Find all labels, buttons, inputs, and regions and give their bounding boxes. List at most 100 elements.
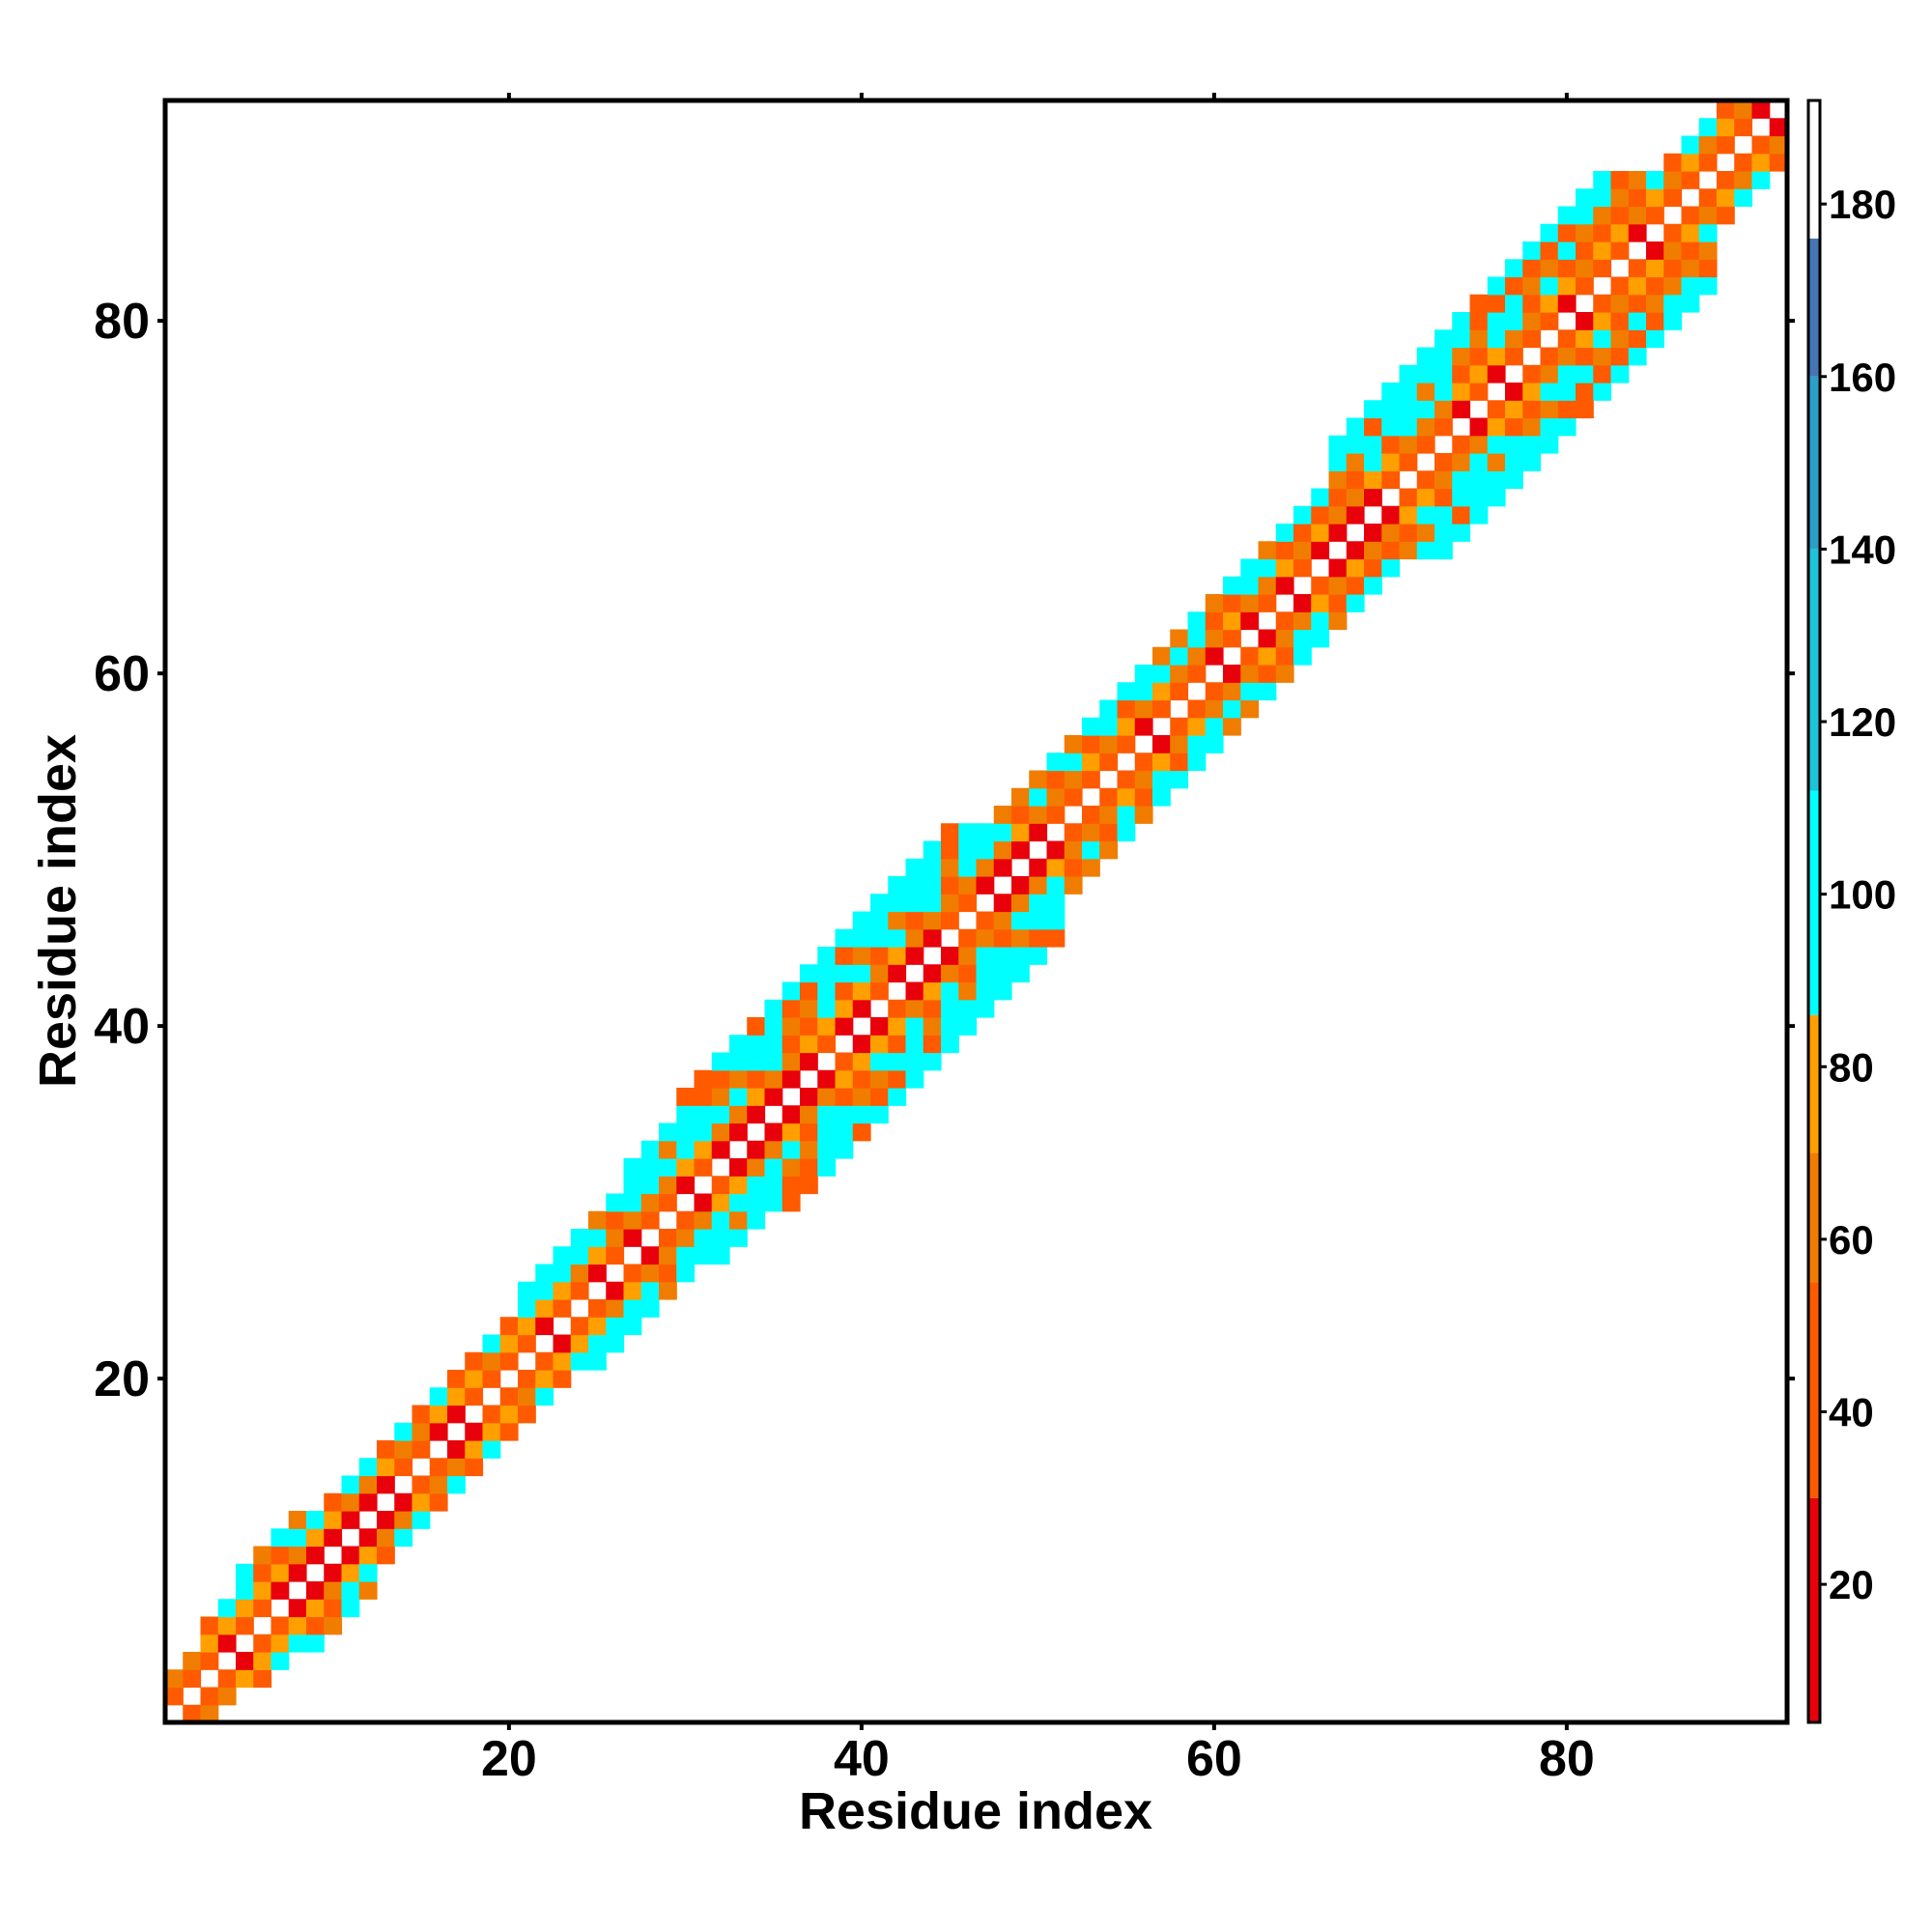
heatmap-cell	[1117, 787, 1136, 807]
heatmap-cell	[958, 947, 978, 965]
heatmap-cell	[341, 1599, 360, 1618]
heatmap-cell	[1717, 188, 1735, 208]
heatmap-cell	[306, 1634, 325, 1653]
heatmap-cell	[553, 1281, 572, 1300]
heatmap-cell	[941, 981, 959, 1001]
heatmap-cell	[1381, 505, 1401, 525]
heatmap-cell	[270, 1634, 290, 1653]
heatmap-cell	[1522, 329, 1542, 349]
heatmap-cell	[1029, 787, 1048, 807]
colorbar-segment	[1808, 549, 1820, 791]
heatmap-cell	[976, 840, 995, 860]
heatmap-cell	[1717, 100, 1735, 119]
heatmap-cell	[1346, 541, 1365, 560]
heatmap-cell	[1328, 558, 1348, 578]
heatmap-cell	[694, 1229, 713, 1247]
heatmap-cell	[1593, 383, 1612, 401]
heatmap-cell	[1435, 524, 1453, 542]
heatmap-cell	[482, 1405, 501, 1424]
heatmap-cell	[288, 1616, 307, 1635]
heatmap-cell	[1734, 118, 1753, 137]
heatmap-cell	[1346, 558, 1365, 578]
heatmap-cell	[1522, 312, 1542, 330]
heatmap-cell	[1540, 312, 1559, 330]
heatmap-cell	[1487, 364, 1506, 384]
heatmap-cell	[1681, 242, 1700, 260]
heatmap-cell	[412, 1475, 431, 1494]
heatmap-cell	[729, 1088, 748, 1106]
heatmap-cell	[905, 981, 924, 1001]
heatmap-cell	[1698, 135, 1718, 155]
heatmap-cell	[1646, 294, 1664, 313]
heatmap-cell	[358, 1563, 378, 1582]
heatmap-cell	[1663, 153, 1683, 172]
heatmap-cell	[1717, 171, 1735, 189]
heatmap-cell	[1487, 294, 1506, 313]
heatmap-cell	[1435, 541, 1453, 560]
heatmap-cell	[1328, 576, 1348, 595]
heatmap-cell	[941, 894, 959, 913]
colorbar-segment	[1808, 790, 1820, 1015]
heatmap-cell	[1311, 488, 1330, 507]
heatmap-cell	[1628, 329, 1647, 349]
heatmap-cell	[1399, 400, 1418, 419]
heatmap-cell	[1328, 470, 1348, 490]
heatmap-cell	[764, 1158, 783, 1177]
heatmap-cell	[1505, 259, 1523, 278]
heatmap-cell	[976, 964, 995, 983]
heatmap-cell	[1646, 171, 1664, 189]
heatmap-cell	[729, 1158, 748, 1177]
heatmap-cell	[1240, 665, 1260, 683]
heatmap-cell	[535, 1370, 554, 1388]
heatmap-cell	[341, 1581, 360, 1600]
heatmap-cell	[1311, 611, 1330, 631]
x-tick-label: 40	[834, 1731, 890, 1787]
heatmap-cell	[888, 1017, 907, 1036]
heatmap-cell	[482, 1370, 501, 1388]
heatmap-cell	[1223, 629, 1241, 648]
heatmap-cell	[1610, 276, 1630, 296]
heatmap-cell	[1399, 524, 1418, 542]
heatmap-cell	[183, 1669, 202, 1689]
heatmap-cell	[1134, 806, 1153, 824]
heatmap-cell	[870, 1017, 889, 1036]
heatmap-cell	[905, 999, 924, 1018]
heatmap-cell	[958, 858, 978, 877]
heatmap-cell	[1681, 276, 1700, 296]
heatmap-cell	[958, 964, 978, 983]
heatmap-cell	[1099, 699, 1119, 719]
heatmap-cell	[1399, 541, 1418, 560]
heatmap-cell	[764, 1088, 783, 1106]
heatmap-cell	[1223, 717, 1241, 736]
heatmap-cell	[1364, 400, 1382, 419]
heatmap-cell	[923, 928, 942, 948]
heatmap-cell	[1487, 276, 1506, 296]
heatmap-cell	[1435, 417, 1453, 437]
heatmap-cell	[1557, 223, 1577, 242]
heatmap-cell	[1663, 223, 1683, 242]
heatmap-cell	[923, 876, 942, 895]
heatmap-cell	[659, 1176, 677, 1195]
heatmap-cell	[1734, 153, 1753, 172]
heatmap-cell	[253, 1546, 272, 1565]
heatmap-cell	[465, 1422, 484, 1441]
heatmap-cell	[923, 1052, 942, 1071]
heatmap-cell	[1435, 505, 1453, 525]
heatmap-cell	[1469, 383, 1489, 401]
heatmap-cell	[1576, 383, 1594, 401]
heatmap-cell	[1399, 364, 1418, 384]
heatmap-cell	[711, 1052, 730, 1071]
heatmap-cell	[888, 894, 907, 913]
heatmap-cell	[1593, 329, 1612, 349]
heatmap-cell	[1452, 400, 1471, 419]
heatmap-cell	[1435, 470, 1453, 490]
heatmap-cell	[640, 1210, 660, 1230]
heatmap-cell	[817, 1088, 837, 1106]
heatmap-cell	[1557, 242, 1577, 260]
heatmap-cell	[711, 1105, 730, 1124]
heatmap-cell	[711, 1210, 730, 1230]
heatmap-cell	[1117, 735, 1136, 753]
heatmap-cell	[1099, 787, 1119, 807]
heatmap-cell	[835, 981, 854, 1001]
heatmap-cell	[1381, 400, 1401, 419]
